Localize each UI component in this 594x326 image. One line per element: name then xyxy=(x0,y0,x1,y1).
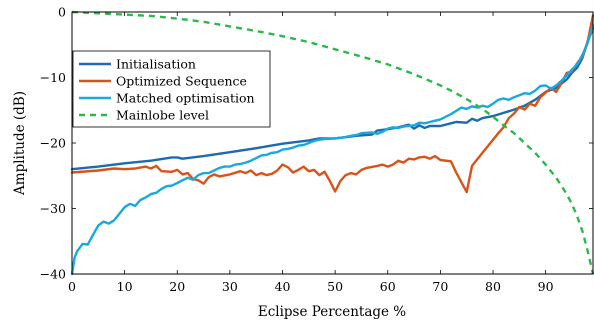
series-line-1 xyxy=(70,14,594,194)
y-tick-label: −40 xyxy=(40,267,66,282)
x-tick-label: 60 xyxy=(380,279,396,294)
y-axis-label: Amplitude (dB) xyxy=(12,91,28,196)
series-line-3 xyxy=(71,10,594,275)
x-tick-label: 40 xyxy=(275,279,291,294)
x-tick-label: 30 xyxy=(222,279,238,294)
x-axis-label: Eclipse Percentage % xyxy=(258,304,406,320)
x-tick-label: 0 xyxy=(68,279,76,294)
x-tick-label: 50 xyxy=(327,279,343,294)
y-tick-label: −10 xyxy=(40,70,66,85)
series-layer xyxy=(70,10,594,276)
x-tick-label: 10 xyxy=(117,279,133,294)
legend-label-1: Optimized Sequence xyxy=(116,74,247,89)
x-tick-label: 80 xyxy=(485,279,501,294)
y-tick-label: −20 xyxy=(40,136,66,151)
legend-label-2: Matched optimisation xyxy=(116,91,255,106)
legend: Initialisation Optimized Sequence Matched … xyxy=(72,50,271,128)
series-line-2 xyxy=(70,23,594,276)
x-tick-label: 70 xyxy=(432,279,448,294)
legend-label-3: Mainlobe level xyxy=(116,108,209,123)
tick-layer: 0 10 20 30 40 50 60 70 80 90 0 −10 −20 −30 −40 xyxy=(40,5,593,294)
legend-label-0: Initialisation xyxy=(116,57,196,72)
x-tick-label: 90 xyxy=(538,279,554,294)
y-tick-label: −30 xyxy=(40,201,66,216)
x-tick-label: 20 xyxy=(169,279,185,294)
y-tick-label: 0 xyxy=(58,5,66,20)
